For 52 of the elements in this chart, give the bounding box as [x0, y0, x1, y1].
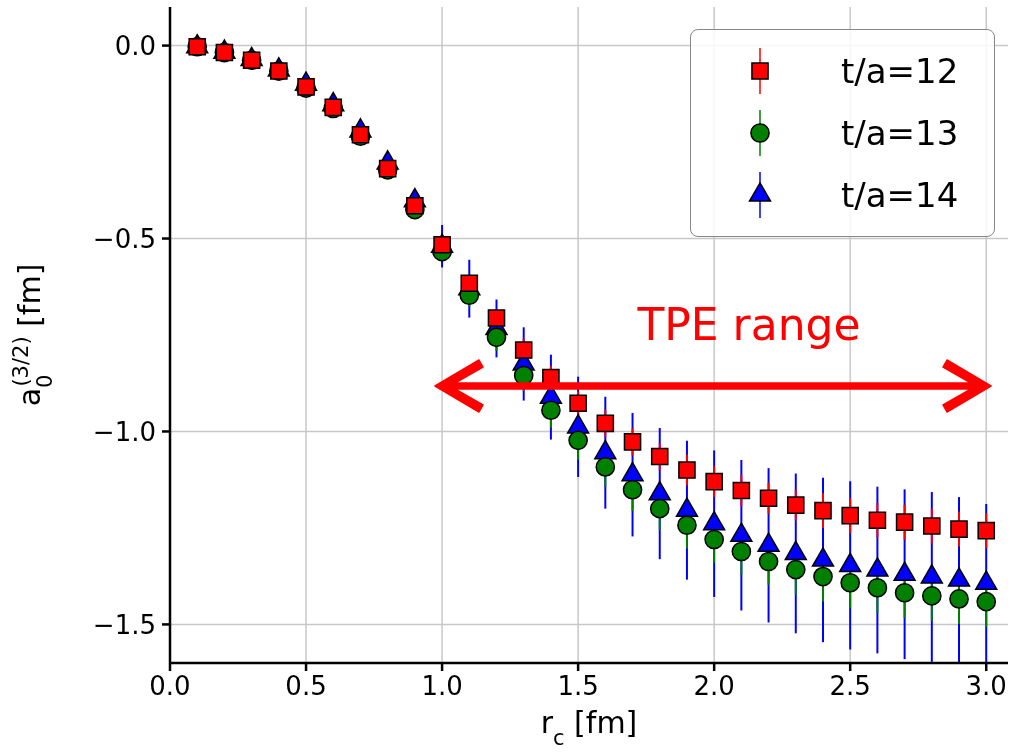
y-tick-label: 0.0	[114, 30, 156, 61]
point	[786, 496, 805, 514]
y-tick-label: −1.5	[92, 609, 156, 640]
point	[622, 479, 643, 500]
point	[976, 591, 997, 612]
point	[569, 394, 587, 413]
point	[841, 506, 860, 525]
point	[921, 586, 942, 606]
point	[923, 517, 941, 535]
point	[977, 521, 996, 540]
point	[677, 515, 697, 536]
point	[950, 520, 968, 538]
x-axis-title: r$_{c}$ [fm]	[540, 705, 638, 750]
point	[678, 461, 696, 479]
point	[596, 414, 615, 433]
legend-label: t/a=12	[841, 51, 959, 91]
x-tick-label: 1.5	[557, 671, 599, 702]
point	[895, 513, 914, 531]
x-tick-label: 0.5	[285, 671, 327, 702]
y-tick-label: −0.5	[92, 223, 156, 254]
point	[759, 489, 778, 508]
point	[541, 400, 561, 421]
point	[623, 433, 642, 451]
point	[595, 457, 616, 477]
point	[868, 511, 887, 530]
point	[813, 566, 833, 587]
y-tick-label: −1.0	[92, 416, 156, 447]
legend-label: t/a=13	[841, 113, 959, 153]
point	[650, 447, 669, 466]
point	[758, 551, 779, 572]
point	[867, 577, 888, 598]
x-tick-label: 2.0	[693, 671, 735, 702]
point	[732, 481, 751, 500]
x-tick-label: 2.5	[829, 671, 871, 702]
point	[568, 430, 588, 451]
point	[949, 589, 969, 609]
point	[840, 572, 861, 593]
point	[705, 472, 723, 491]
point	[514, 341, 533, 359]
legend-label: t/a=14	[841, 175, 959, 215]
x-tick-label: 0.0	[149, 671, 191, 702]
x-tick-label: 3.0	[965, 671, 1007, 702]
point	[814, 501, 832, 520]
point	[649, 498, 670, 519]
x-tick-label: 1.0	[421, 671, 463, 702]
point	[731, 541, 752, 562]
point	[785, 559, 806, 580]
point	[487, 309, 506, 327]
annotation: TPE range	[636, 298, 861, 350]
point	[894, 582, 915, 603]
point	[486, 327, 507, 348]
point	[704, 529, 724, 550]
